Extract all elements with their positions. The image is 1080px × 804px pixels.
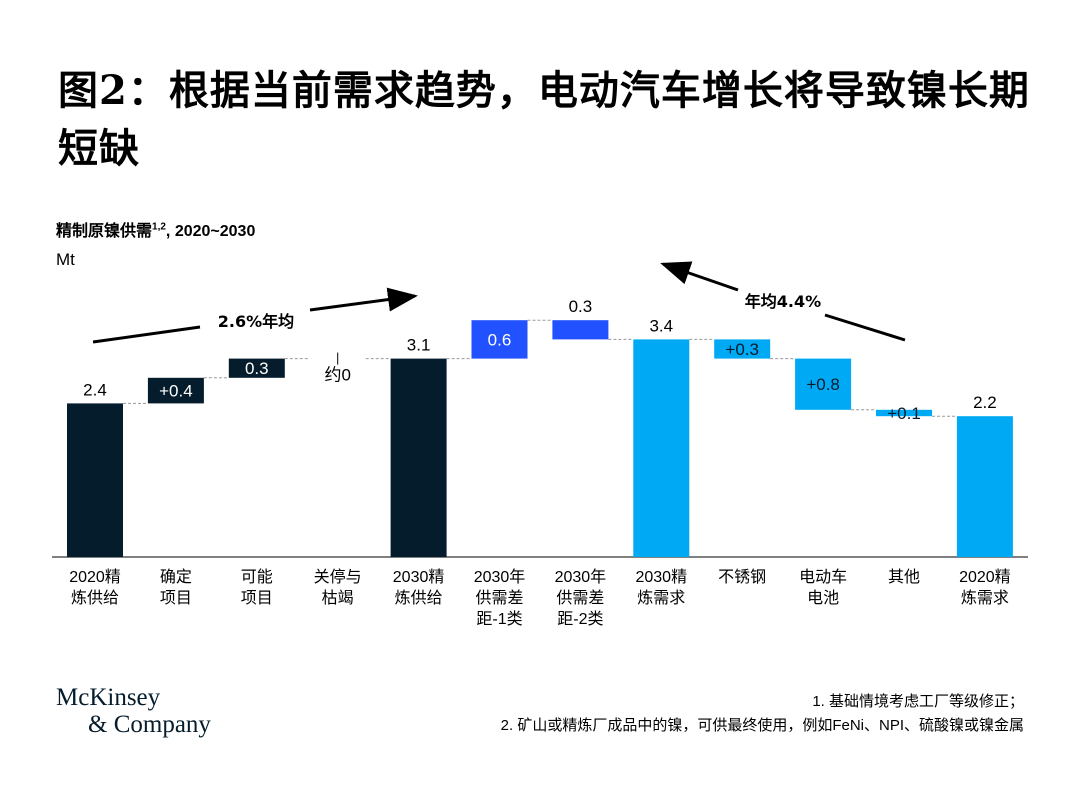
bar [956, 416, 1013, 557]
footnote-1: 1. 基础情境考虑工厂等级修正； [812, 693, 1024, 710]
category-label: 关停与 枯竭 [313, 569, 362, 607]
category-label: 2030精 炼需求 [635, 569, 688, 607]
category-label: 2030年 供需差 距-2类 [554, 569, 607, 628]
category-label: 2020精 炼供给 [69, 569, 121, 607]
cagr-arrow-demand [660, 261, 739, 292]
cagr-arrow-supply [309, 287, 418, 312]
bar [633, 339, 690, 557]
data-label: 0.3 [245, 359, 269, 378]
footnote-2: 2. 矿山或精炼厂成品中的镍，可供最终使用，例如FeNi、NPI、硫酸镍或镍金属 [500, 717, 1024, 734]
cagr-arrow-left-part [92, 325, 201, 344]
logo-line1: McKinsey [56, 684, 161, 711]
mckinsey-logo: McKinsey & Company [56, 684, 211, 738]
data-label: 3.4 [649, 316, 673, 335]
category-label: 2030年 供需差 距-1类 [473, 569, 526, 628]
category-label: 不锈钢 [718, 569, 767, 586]
category-label: 确定 项目 [159, 569, 192, 607]
bar [390, 358, 447, 557]
bar [714, 339, 771, 359]
unit-label: Mt [56, 250, 75, 269]
bar [795, 358, 852, 410]
subtitle-range: , 2020~2030 [165, 223, 256, 240]
bar [228, 358, 285, 378]
data-label: 0.6 [488, 330, 512, 349]
data-label: +0.3 [725, 340, 759, 359]
subtitle-text: 精制原镍供需 [56, 223, 153, 240]
bar [471, 320, 528, 359]
bar [552, 320, 609, 340]
subtitle-footnote-ref: 1,2 [152, 221, 166, 233]
chart-subtitle: 精制原镍供需1,2, 2020~2030 [56, 217, 255, 241]
page-title: 图2：根据当前需求趋势，电动汽车增长将导致镍长期短缺 [58, 67, 1030, 172]
data-label: 3.1 [407, 336, 431, 355]
data-label: 2.2 [973, 393, 997, 412]
bar [67, 403, 123, 557]
category-label: 电动车 电池 [799, 569, 848, 607]
logo-line2: & Company [88, 711, 211, 738]
data-label: +0.4 [159, 382, 193, 401]
category-label: 可能 项目 [240, 569, 273, 607]
cagr-annotation-supply: 2.6%年均 [218, 312, 294, 331]
data-label: 2.4 [83, 380, 107, 399]
category-label: 其他 [887, 569, 920, 586]
data-label: 0.3 [569, 297, 593, 316]
cagr-annotation-demand: 年均4.4% [745, 292, 821, 311]
data-label: 约0 [324, 366, 350, 385]
footnotes: 1. 基础情境考虑工厂等级修正； 2. 矿山或精炼厂成品中的镍，可供最终使用，例… [501, 690, 1024, 738]
cagr-arrow-right-part [824, 313, 906, 342]
bar [876, 409, 932, 417]
category-label: 2020精 炼需求 [959, 569, 1011, 607]
data-label: +0.1 [887, 404, 921, 423]
category-label: 2030精 炼供给 [392, 569, 445, 607]
bar [147, 377, 204, 404]
data-label: +0.8 [806, 375, 840, 394]
